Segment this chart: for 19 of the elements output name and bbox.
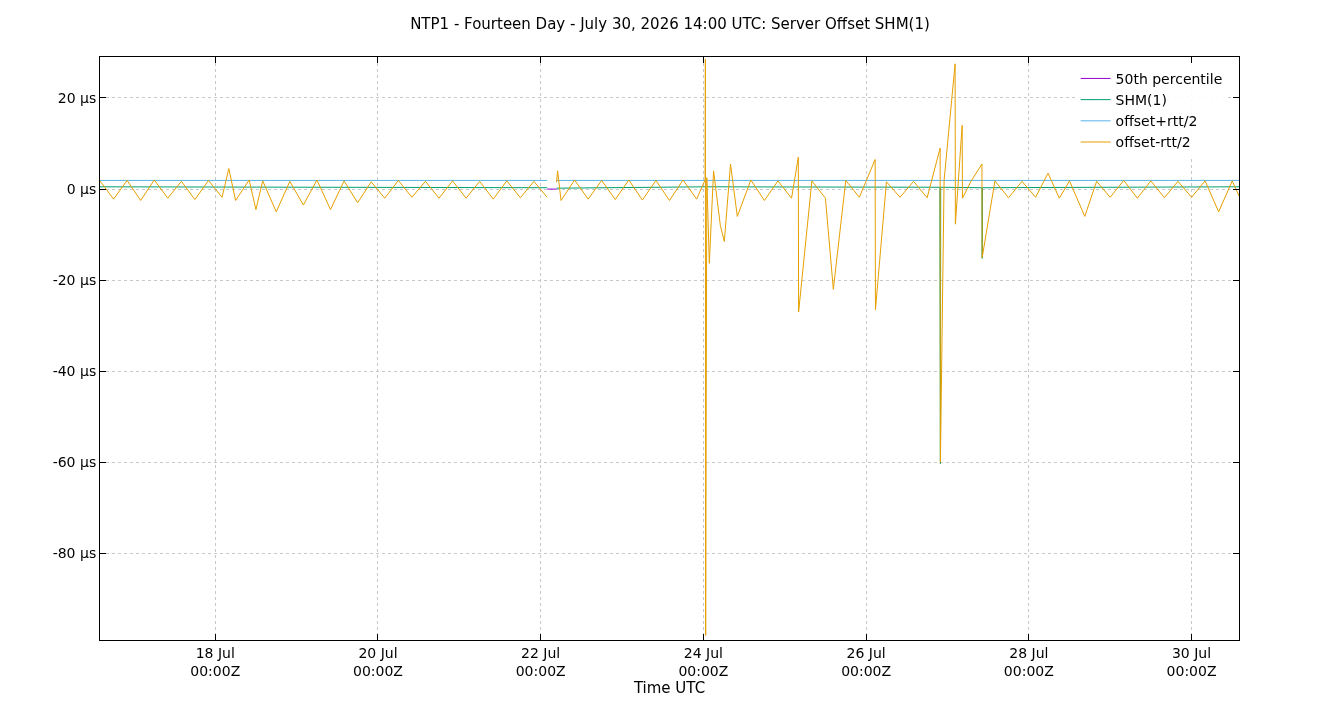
legend-label: 50th percentile: [1115, 70, 1223, 87]
y-tick-label: -20 µs: [52, 272, 97, 289]
y-tick-label: -40 µs: [52, 363, 97, 380]
x-tick-label: 20 Jul 00:00Z: [353, 644, 403, 679]
x-tick-label: 30 Jul 00:00Z: [1166, 644, 1217, 679]
y-tick-label: -80 µs: [52, 545, 97, 562]
y-tick-label: 0 µs: [66, 180, 97, 197]
x-tick-label: 28 Jul 00:00Z: [1003, 644, 1054, 679]
x-tick-label: 22 Jul 00:00Z: [515, 644, 566, 679]
x-tick-label: 24 Jul 00:00Z: [678, 644, 729, 679]
legend-label: offset+rtt/2: [1115, 113, 1198, 130]
chart-title: NTP1 - Fourteen Day - July 30, 2026 14:00 UTC: Server Offset SHM(1): [410, 14, 930, 33]
x-axis-title: Time UTC: [632, 679, 706, 697]
y-tick-label: 20 µs: [57, 89, 97, 106]
x-tick-label: 26 Jul 00:00Z: [841, 644, 892, 679]
legend-label: offset-rtt/2: [1115, 134, 1191, 151]
y-tick-label: -60 µs: [52, 454, 97, 471]
legend-label: SHM(1): [1115, 92, 1167, 109]
x-tick-label: 18 Jul 00:00Z: [190, 644, 241, 679]
